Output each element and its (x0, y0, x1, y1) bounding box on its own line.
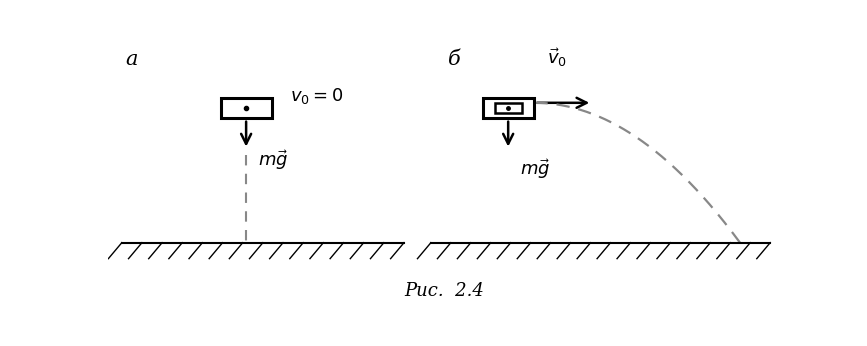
Text: $m\vec{g}$: $m\vec{g}$ (519, 157, 550, 181)
Text: Рис.  2.4: Рис. 2.4 (404, 282, 485, 300)
Text: $v_{\mathit{0}}=0$: $v_{\mathit{0}}=0$ (290, 86, 343, 106)
Bar (220, 98, 271, 118)
Bar (483, 98, 534, 118)
Text: a: a (125, 49, 138, 69)
Text: $\vec{v}_0$: $\vec{v}_0$ (547, 47, 567, 70)
Text: б: б (447, 49, 460, 69)
Bar (495, 103, 522, 113)
Text: $m\vec{g}$: $m\vec{g}$ (257, 148, 288, 172)
